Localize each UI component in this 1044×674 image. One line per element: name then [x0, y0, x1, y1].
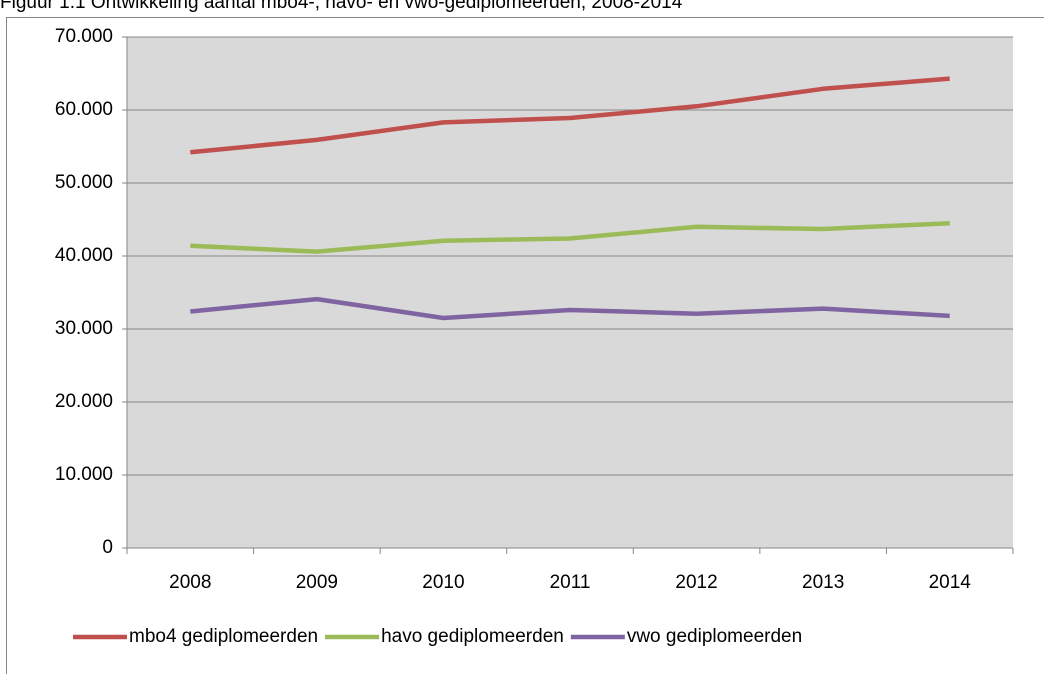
x-tick-label: 2013	[802, 572, 844, 593]
legend-label: mbo4 gediplomeerden	[129, 626, 318, 647]
x-tick-label: 2011	[550, 572, 591, 593]
y-tick-label: 60.000	[55, 99, 113, 120]
y-tick-label: 50.000	[55, 172, 113, 193]
y-tick-label: 20.000	[55, 391, 113, 412]
y-tick-label: 70.000	[55, 26, 113, 47]
x-tick-label: 2009	[296, 572, 338, 593]
x-tick-label: 2014	[929, 572, 972, 593]
y-tick-label: 10.000	[55, 464, 113, 485]
legend-label: havo gediplomeerden	[381, 626, 564, 647]
plot-area	[127, 37, 1013, 548]
y-tick-label: 40.000	[55, 245, 113, 266]
data-line	[190, 220, 950, 254]
data-line	[190, 296, 950, 321]
y-tick-label: 0	[102, 537, 113, 558]
chart-title: Figuur 1.1 Ontwikkeling aantal mbo4-, ha…	[0, 0, 683, 13]
x-tick-label: 2010	[422, 572, 464, 593]
chart-border	[6, 17, 1044, 674]
y-tick-label: 30.000	[55, 318, 113, 339]
x-tick-label: 2008	[169, 572, 211, 593]
data-line	[190, 76, 950, 155]
x-tick-label: 2012	[675, 572, 717, 593]
legend-label: vwo gediplomeerden	[627, 626, 802, 647]
